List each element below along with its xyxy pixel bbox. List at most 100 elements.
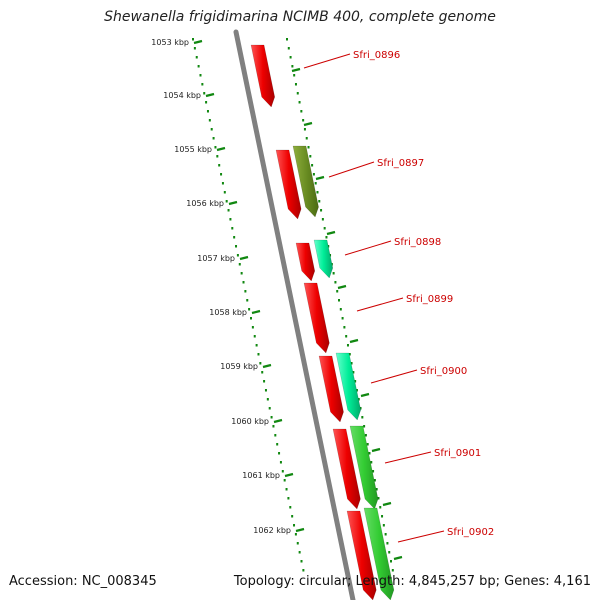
features [250,44,395,600]
kbp-label: 1054 kbp [163,91,201,100]
scale-dot [321,218,324,221]
scale-dot [281,470,284,473]
scale-dot [391,569,394,572]
cds-feature [303,282,330,354]
scale-dot [274,434,277,437]
scale-dot [298,101,301,104]
scale-dot [233,236,236,239]
scale-dot [303,128,306,131]
scale-dot [350,362,353,365]
scale-dot [294,83,297,86]
kbp-tick [205,92,215,98]
scale-dot [279,461,282,464]
tick-dots-left [192,38,305,572]
scale-dot [238,263,241,266]
gene-label: Sfri_0899 [406,294,453,305]
gene-labels: Sfri_0896 Sfri_0897 Sfri_0898 Sfri_0899 Sfri… [303,50,494,543]
scale-dot [203,92,206,95]
scale-dot [199,74,202,77]
scale-dot [206,110,209,113]
scale-dot [205,101,208,104]
scale-dot [339,308,342,311]
scale-dot [220,173,223,176]
kbp-tick [295,527,305,533]
scale-dot [379,506,382,509]
scale-dot [343,326,346,329]
scale-dot [363,425,366,428]
scale-dot [268,407,271,410]
gene-label: Sfri_0902 [447,527,494,538]
scale-dot [316,191,319,194]
scale-dot [210,128,213,131]
scale-dot [285,488,288,491]
scale-tick [303,121,313,127]
genome-backbone [233,29,356,600]
summary-text: Topology: circular; Length: 4,845,257 bp… [233,574,591,589]
scale-dot [287,47,290,50]
scale-dot [323,227,326,230]
scale-dot [259,362,262,365]
scale-dot [236,254,239,257]
scale-dot [341,317,344,320]
scale-dot [193,47,196,50]
cds-feature [295,242,316,282]
scale-dot [246,299,249,302]
kbp-label: 1053 kbp [151,38,189,47]
gene-feature-aqua [313,239,334,279]
scale-dot [370,461,373,464]
scale-dot [361,416,364,419]
scale-dot [296,92,299,95]
scale-dot [272,425,275,428]
scale-dot [302,119,305,122]
scale-dot [296,542,299,545]
scale-dot [249,317,252,320]
scale-dot [251,326,254,329]
scale-dot [242,281,245,284]
scale-dot [386,542,389,545]
scale-dot [325,236,328,239]
scale-dot [382,524,385,527]
scale-dot [289,56,292,59]
scale-dot [218,164,221,167]
scale-dot [192,38,194,41]
scale-dot [338,299,341,302]
cds-feature [346,510,377,600]
scale-dot [307,146,310,149]
cds-feature [332,428,361,510]
kbp-tick [239,255,249,261]
scale-dot [235,245,238,248]
gene-label-leader [328,161,375,178]
scale-dot [354,380,357,383]
scale-dot [346,344,349,347]
scale-dot [345,335,348,338]
scale-dot [368,452,371,455]
scale-dot [240,272,243,275]
cds-feature [275,149,302,220]
gene-feature-green [349,425,379,510]
scale-tick [371,447,381,453]
scale-dot [309,155,312,158]
scale-dot [372,470,375,473]
gene-feature-green [363,507,395,600]
kbp-label: 1055 kbp [174,145,212,154]
scale-dot [257,353,260,356]
kbp-label: 1056 kbp [186,199,224,208]
scale-dot [223,191,226,194]
scale-dot [332,272,335,275]
scale-dot [255,344,258,347]
cds-feature [250,44,275,108]
gene-label: Sfri_0896 [353,50,400,61]
scale-dot [305,137,308,140]
kbp-tick [273,418,283,424]
scale-dot [283,479,286,482]
scale-dot [364,434,367,437]
scale-dot [314,182,317,185]
scale-dot [291,515,294,518]
scale-dot [195,56,198,59]
gene-label-leader [356,297,404,312]
scale-tick [393,555,403,561]
scale-dot [311,164,314,167]
kbp-tick [251,309,261,315]
scale-dot [336,290,339,293]
